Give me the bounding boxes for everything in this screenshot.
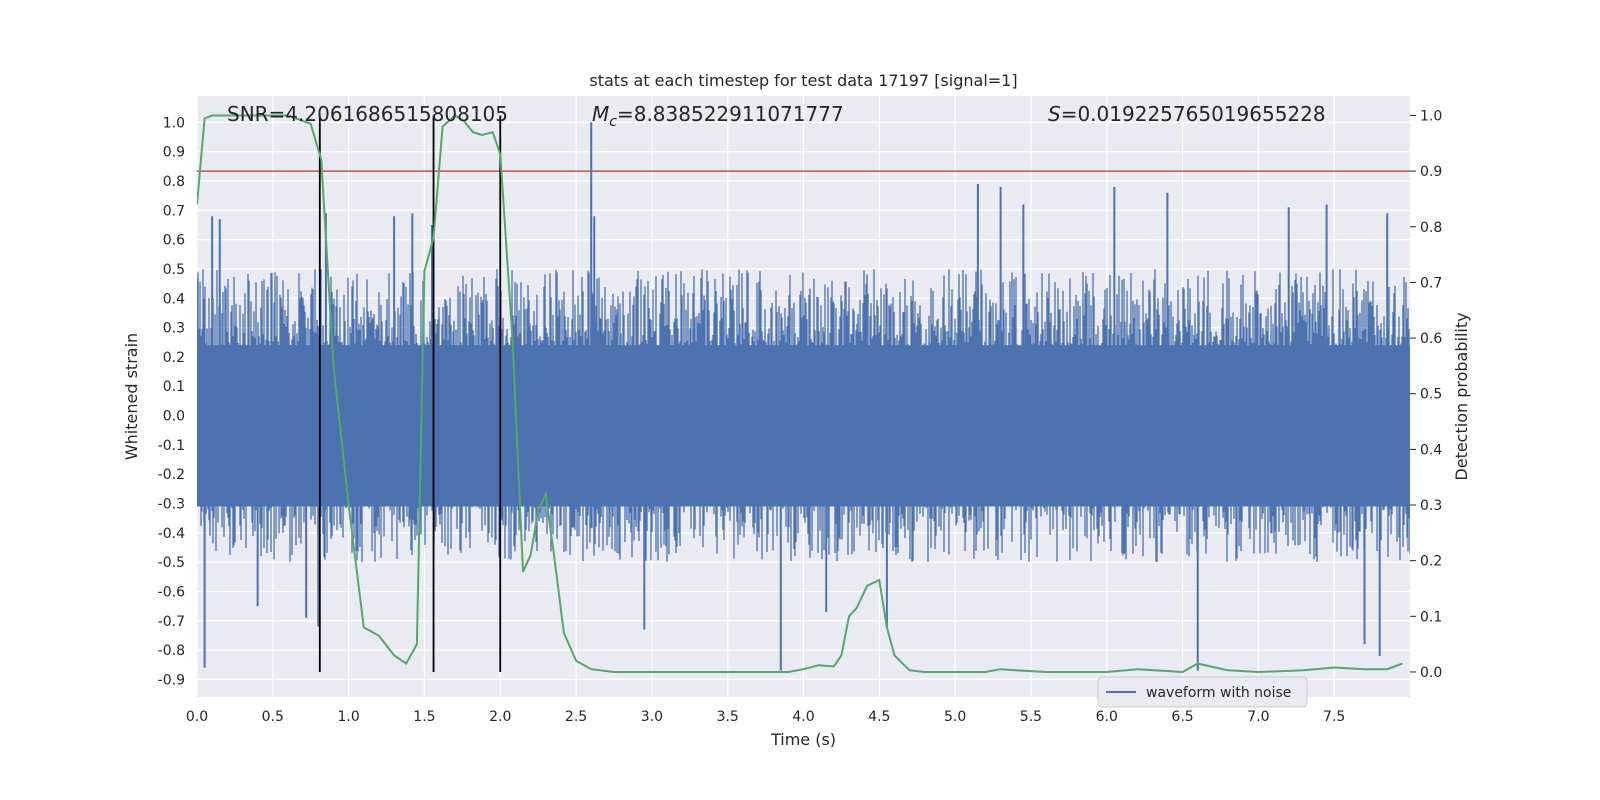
y-tick-label: 0.9: [163, 145, 185, 161]
y-tick-label: 0.0: [163, 409, 185, 425]
y2-tick-label: 0.5: [1420, 387, 1442, 403]
y-tick-label: -0.6: [158, 584, 185, 600]
x-tick-label: 6.0: [1096, 709, 1118, 725]
y2-tick-label: 0.3: [1420, 498, 1442, 514]
y-tick-label: 0.3: [163, 321, 185, 337]
y-tick-label: -0.8: [158, 643, 185, 659]
y2-tick-label: 0.4: [1420, 442, 1442, 458]
plot-content: [197, 114, 1410, 674]
right-axis-ticks: 1.0 0.9 0.8 0.7 0.6 0.5 0.4 0.3 0.2 0.1 0.0: [1410, 108, 1442, 681]
x-tick-label: 4.0: [792, 709, 814, 725]
y2-tick-label: 0.7: [1420, 275, 1442, 291]
y2-tick-label: 1.0: [1420, 108, 1442, 124]
mc-symbol: M: [592, 102, 609, 126]
y-tick-label: -0.9: [158, 672, 185, 688]
y-tick-label: 0.5: [163, 262, 185, 278]
detection-probability-series: [197, 114, 1403, 674]
y2-tick-label: 0.9: [1420, 164, 1442, 180]
left-axis-ticks: 1.0 0.9 0.8 0.7 0.6 0.5 0.4 0.3 0.2 0.1 0.0 -0.1 -0.…: [158, 115, 185, 688]
s-value: =0.019225765019655228: [1061, 102, 1326, 126]
y2-axis-label: Detection probability: [1452, 312, 1471, 480]
mc-annotation: Mc=8.838522911071777: [592, 102, 844, 130]
x-tick-label: 4.5: [868, 709, 890, 725]
waveform-core: [197, 345, 1410, 507]
y2-tick-label: 0.0: [1420, 665, 1442, 681]
legend-box: [1097, 676, 1308, 708]
y-tick-label: 1.0: [163, 115, 185, 131]
y2-tick-label: 0.1: [1420, 609, 1442, 625]
legend-label-waveform: waveform with noise: [1146, 685, 1291, 701]
y2-tick-label: 0.2: [1420, 554, 1442, 570]
s-annotation: S=0.019225765019655228: [1048, 102, 1326, 126]
waveform-spikes: [197, 122, 1410, 671]
y-tick-label: 0.4: [163, 291, 185, 307]
y-tick-label: -0.3: [158, 497, 185, 513]
x-tick-label: 5.5: [1020, 709, 1042, 725]
y-tick-label: -0.7: [158, 614, 185, 630]
snr-annotation: SNR=4.2061686515808105: [227, 102, 508, 126]
s-symbol: S: [1048, 102, 1061, 126]
y2-tick-label: 0.8: [1420, 220, 1442, 236]
bottom-axis-ticks: 0.0 0.5 1.0 1.5 2.0 2.5 3.0 3.5 4.0 4.5 5.0 5.5 6.0 6…: [186, 709, 1345, 725]
mc-subscript: c: [609, 114, 617, 130]
y-tick-label: 0.1: [163, 379, 185, 395]
y-tick-label: 0.8: [163, 174, 185, 190]
x-tick-label: 1.0: [337, 709, 359, 725]
y-tick-label: -0.2: [158, 467, 185, 483]
x-tick-label: 3.0: [641, 709, 663, 725]
x-tick-label: 2.0: [489, 709, 511, 725]
y-tick-label: -0.1: [158, 438, 185, 454]
y-tick-label: -0.5: [158, 555, 185, 571]
x-tick-label: 7.5: [1323, 709, 1345, 725]
y-tick-label: 0.2: [163, 350, 185, 366]
x-tick-label: 3.5: [717, 709, 739, 725]
y-tick-label: 0.7: [163, 203, 185, 219]
x-tick-label: 2.5: [565, 709, 587, 725]
x-tick-label: 6.5: [1171, 709, 1193, 725]
mc-value: =8.838522911071777: [617, 102, 844, 126]
y2-tick-label: 0.6: [1420, 331, 1442, 347]
chart-title: stats at each timestep for test data 171…: [589, 71, 1017, 90]
x-tick-label: 0.0: [186, 709, 208, 725]
y-tick-label: -0.4: [158, 526, 185, 542]
x-tick-label: 0.5: [262, 709, 284, 725]
x-tick-label: 1.5: [413, 709, 435, 725]
x-tick-label: 5.0: [944, 709, 966, 725]
x-axis-label: Time (s): [770, 730, 836, 749]
legend: waveform with noise: [1097, 676, 1308, 708]
y-axis-label: Whitened strain: [122, 333, 141, 460]
y-tick-label: 0.6: [163, 233, 185, 249]
detection-markers: [318, 115, 502, 672]
x-tick-label: 7.0: [1247, 709, 1269, 725]
